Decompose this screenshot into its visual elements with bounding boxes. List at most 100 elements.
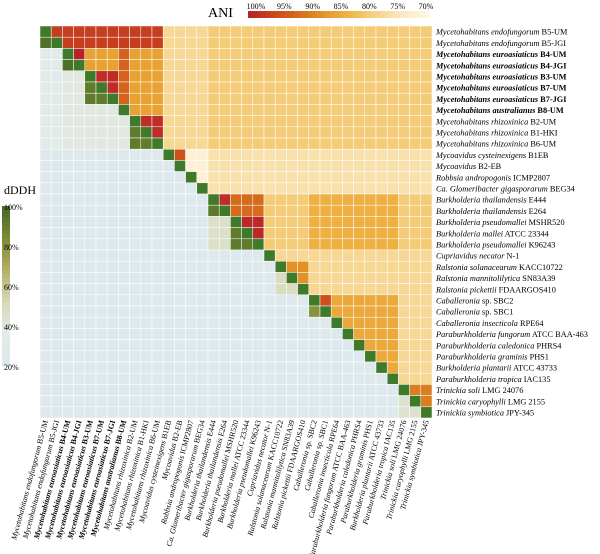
heatmap-cell — [342, 182, 354, 195]
heatmap-cell — [196, 81, 209, 94]
heatmap-cell — [50, 148, 63, 161]
heatmap-cell — [174, 328, 186, 340]
heatmap-cell — [162, 92, 175, 105]
heatmap-cell — [39, 126, 52, 139]
heatmap-cell — [274, 171, 287, 184]
heatmap-cell — [73, 361, 86, 374]
heatmap-cell — [95, 384, 108, 396]
heatmap-cell — [174, 283, 186, 296]
heatmap-cell — [174, 339, 186, 352]
heatmap-cell — [62, 25, 74, 38]
heatmap-cell — [342, 372, 354, 385]
heatmap-cell — [118, 48, 130, 60]
heatmap-cell — [196, 305, 209, 318]
heatmap-cell — [420, 59, 433, 72]
ddh-legend-swatch — [2, 274, 10, 279]
heatmap-cell — [129, 283, 142, 296]
heatmap-cell — [308, 294, 321, 307]
heatmap-cell — [330, 238, 343, 251]
heatmap-cell — [118, 395, 130, 408]
heatmap-cell — [330, 36, 343, 49]
heatmap-cell — [50, 283, 63, 296]
heatmap-cell — [129, 25, 142, 38]
heatmap-cell — [263, 260, 276, 273]
heatmap-cell — [398, 406, 410, 419]
heatmap-cell — [196, 115, 209, 128]
heatmap-cell — [118, 328, 130, 340]
heatmap-cell — [230, 305, 242, 318]
ani-legend-swatch — [339, 11, 344, 18]
heatmap-cell — [207, 316, 220, 329]
heatmap-cell — [207, 171, 220, 184]
heatmap-cell — [196, 204, 209, 217]
heatmap-cell — [129, 406, 142, 419]
heatmap-cell — [207, 339, 220, 352]
heatmap-cell — [364, 25, 377, 38]
heatmap-cell — [353, 350, 366, 363]
heatmap-cell — [207, 148, 220, 161]
row-label: Burkholderia pseudomallei K96243 — [436, 241, 555, 250]
heatmap-cell — [420, 328, 433, 340]
heatmap-cell — [84, 92, 97, 105]
heatmap-cell — [409, 160, 422, 172]
heatmap-cell — [39, 406, 52, 419]
heatmap-cell — [330, 350, 343, 363]
heatmap-cell — [375, 339, 388, 352]
heatmap-cell — [185, 193, 198, 206]
heatmap-cell — [308, 182, 321, 195]
heatmap-cell — [118, 272, 130, 284]
heatmap-cell — [330, 260, 343, 273]
row-label: Paraburkholderia graminis PHS1 — [435, 353, 549, 362]
heatmap-cell — [39, 272, 52, 284]
ddh-legend-swatch — [2, 290, 10, 295]
heatmap-cell — [398, 216, 410, 228]
heatmap-cell — [84, 137, 97, 150]
heatmap-cell — [375, 395, 388, 408]
heatmap-cell — [353, 137, 366, 150]
ddh-legend-tick: 40% — [4, 323, 19, 332]
heatmap-cell — [330, 70, 343, 83]
heatmap-cell — [185, 81, 198, 94]
row-label: Trinickia soli LMG 24076 — [436, 386, 523, 395]
heatmap-cell — [218, 395, 231, 408]
row-label: Mycetohabitans rhizoxinica B1-HKI — [435, 129, 558, 138]
heatmap-cell — [174, 350, 186, 363]
heatmap-cell — [95, 25, 108, 38]
heatmap-cell — [420, 339, 433, 352]
ani-legend-swatch — [298, 11, 303, 18]
heatmap-cell — [50, 160, 63, 172]
heatmap-cell — [297, 260, 310, 273]
heatmap-cell — [73, 216, 86, 228]
heatmap-cell — [409, 249, 422, 262]
heatmap-cell — [129, 372, 142, 385]
heatmap-cell — [252, 406, 265, 419]
heatmap-cell — [84, 81, 97, 94]
heatmap-cell — [174, 272, 186, 284]
heatmap-cell — [118, 25, 130, 38]
heatmap-cell — [39, 283, 52, 296]
heatmap-cell — [420, 294, 433, 307]
heatmap-cell — [409, 316, 422, 329]
heatmap-cell — [330, 81, 343, 94]
heatmap-cell — [50, 316, 63, 329]
heatmap-cell — [286, 104, 298, 116]
heatmap-cell — [84, 193, 97, 206]
heatmap-cell — [185, 182, 198, 195]
heatmap-cell — [174, 160, 186, 172]
heatmap-cell — [185, 395, 198, 408]
heatmap-cell — [252, 216, 265, 228]
heatmap-cell — [353, 384, 366, 396]
heatmap-cell — [230, 406, 242, 419]
heatmap-cell — [409, 115, 422, 128]
heatmap-cell — [420, 81, 433, 94]
ani-legend-tick: 90% — [305, 2, 320, 11]
heatmap-cell — [297, 104, 310, 116]
heatmap-cell — [409, 328, 422, 340]
heatmap-cell — [398, 25, 410, 38]
heatmap-cell — [241, 283, 254, 296]
heatmap-cell — [106, 305, 119, 318]
heatmap-cell — [241, 260, 254, 273]
heatmap-cell — [62, 305, 74, 318]
heatmap-cell — [420, 395, 433, 408]
heatmap-cell — [162, 316, 175, 329]
